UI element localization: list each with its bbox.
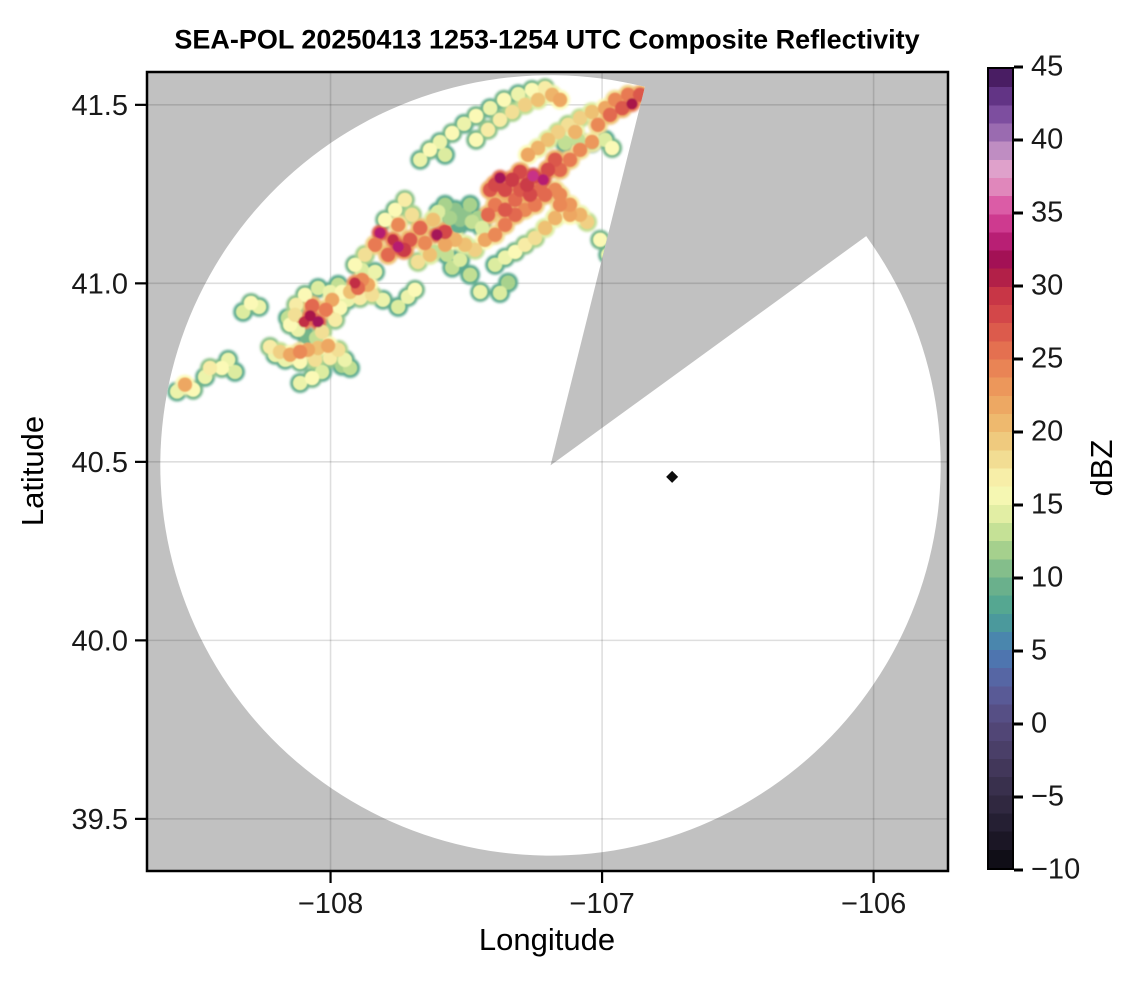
colorbar-tick-label: −10	[1031, 853, 1081, 886]
colorbar-tick	[1014, 357, 1023, 361]
colorbar-label: dBZ	[1084, 439, 1119, 497]
colorbar-tick-label: 45	[1031, 50, 1064, 83]
precip-echoes	[167, 78, 651, 402]
colorbar-tick-label: 35	[1031, 196, 1064, 229]
x-tick-label: −108	[298, 888, 363, 920]
colorbar-tick	[1014, 430, 1023, 434]
colorbar-tick	[1014, 503, 1023, 507]
colorbar-tick	[1014, 576, 1023, 580]
y-tick-label: 41.0	[72, 269, 128, 301]
colorbar-tick-label: 20	[1031, 415, 1064, 448]
x-tick-label: −106	[841, 888, 906, 920]
plot-border	[145, 70, 950, 873]
colorbar-tick	[1014, 211, 1023, 215]
y-tick-label: 39.5	[72, 804, 128, 836]
x-tick-label: −107	[569, 888, 634, 920]
chart-title: SEA-POL 20250413 1253-1254 UTC Composite…	[174, 24, 920, 55]
y-tick-label: 40.5	[72, 447, 128, 479]
colorbar	[987, 67, 1014, 870]
grid-lines	[147, 72, 948, 871]
axis-ticks	[135, 103, 875, 883]
colorbar-tick	[1014, 649, 1023, 653]
colorbar-tick-label: 30	[1031, 269, 1064, 302]
colorbar-tick-label: −5	[1031, 780, 1065, 813]
colorbar-tick	[1014, 722, 1023, 726]
colorbar-tick	[1014, 284, 1023, 288]
y-tick-label: 40.0	[72, 626, 128, 658]
site-marker	[666, 470, 679, 483]
colorbar-tick	[1014, 138, 1023, 142]
colorbar-tick-label: 15	[1031, 488, 1064, 521]
x-axis-label: Longitude	[478, 922, 616, 957]
colorbar-tick-label: 0	[1031, 707, 1048, 740]
y-tick-label: 41.5	[72, 90, 128, 122]
colorbar-tick	[1014, 795, 1023, 799]
colorbar-tick-label: 25	[1031, 342, 1064, 375]
colorbar-tick-label: 10	[1031, 561, 1064, 594]
colorbar-tick	[1014, 868, 1023, 872]
colorbar-tick	[1014, 65, 1023, 69]
colorbar-tick-label: 5	[1031, 634, 1048, 667]
colorbar-tick-label: 40	[1031, 123, 1064, 156]
